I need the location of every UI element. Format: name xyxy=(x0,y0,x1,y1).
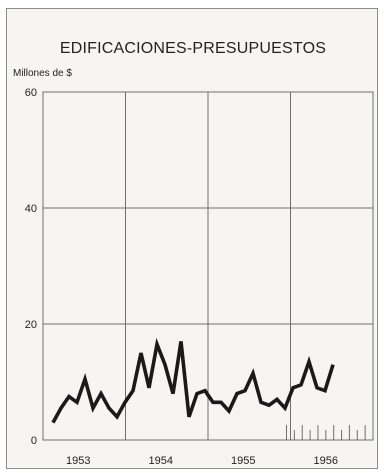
grid xyxy=(42,91,374,441)
data-series xyxy=(51,337,335,424)
series-line xyxy=(51,337,335,424)
x-tick-label: 1955 xyxy=(231,455,255,467)
x-axis-ticks: 1953 1954 1955 1956 xyxy=(66,455,338,467)
chart-title: EDIFICACIONES-PRESUPUESTOS xyxy=(60,40,326,57)
y-tick-label: 0 xyxy=(31,435,37,447)
y-tick-label: 60 xyxy=(25,87,37,99)
x-tick-label: 1954 xyxy=(149,455,173,467)
x-tick-label: 1956 xyxy=(314,455,338,467)
chart-figure: EDIFICACIONES-PRESUPUESTOS Millones de $… xyxy=(6,8,378,469)
x-tick-label: 1953 xyxy=(66,455,90,467)
line-chart: EDIFICACIONES-PRESUPUESTOS Millones de $… xyxy=(13,40,374,467)
y-axis-ticks: 0 20 40 60 xyxy=(25,87,37,447)
y-axis-unit-label: Millones de $ xyxy=(13,68,72,79)
y-tick-label: 40 xyxy=(25,203,37,215)
minor-month-ticks xyxy=(286,425,374,440)
y-tick-label: 20 xyxy=(25,319,37,331)
